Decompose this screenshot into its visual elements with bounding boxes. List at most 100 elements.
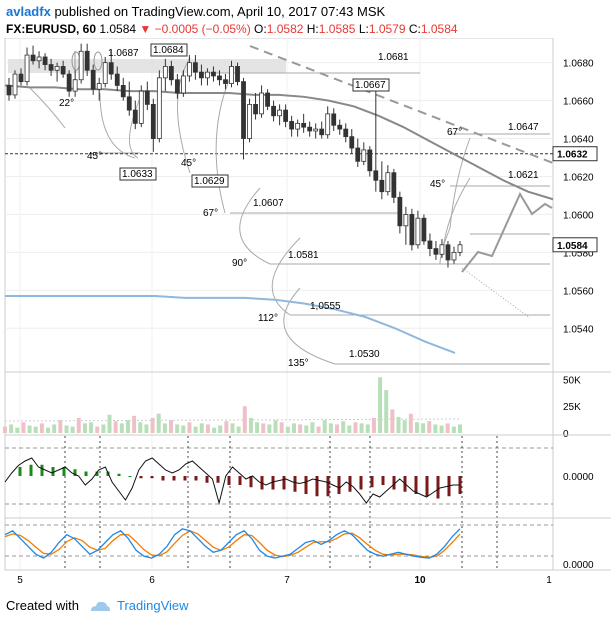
- time-tick-label: 10: [414, 575, 426, 586]
- volume-bar: [218, 425, 223, 433]
- close-label: C:: [408, 22, 421, 36]
- candle-body: [361, 149, 367, 162]
- candle-body: [307, 126, 313, 132]
- volume-bar: [347, 425, 352, 433]
- candle-body: [120, 85, 126, 98]
- candle-body: [168, 66, 174, 81]
- gann-arc: [177, 57, 191, 174]
- projection-path: [461, 191, 553, 273]
- candle: [439, 239, 445, 259]
- price-tick-label: 1.0560: [563, 286, 594, 297]
- volume-bar: [169, 420, 174, 433]
- volume-bar: [39, 423, 44, 433]
- macd-histogram-bar: [249, 476, 253, 488]
- candle: [331, 108, 337, 131]
- candle: [174, 74, 180, 99]
- annotation-label: 1.0633: [122, 169, 153, 180]
- candle: [186, 55, 192, 82]
- volume-bar: [335, 424, 340, 433]
- macd-histogram-bar: [29, 464, 33, 476]
- candle-body: [24, 54, 30, 83]
- price-tick-label: 1.0580: [563, 248, 594, 259]
- volume-bar: [378, 377, 383, 433]
- volume-bar: [138, 422, 143, 433]
- time-tick-label: 6: [149, 575, 155, 586]
- volume-bar: [58, 420, 63, 433]
- volume-bar: [445, 423, 450, 433]
- candle-body: [12, 73, 18, 96]
- candle: [180, 70, 186, 97]
- gann-arcs: [29, 57, 471, 365]
- candle: [108, 49, 114, 80]
- open-value: 1.0582: [266, 22, 304, 36]
- candle-body: [349, 136, 355, 149]
- gann-arc: [215, 77, 231, 214]
- annotation-box: [352, 78, 390, 92]
- angle-label: 67°: [203, 208, 218, 219]
- volume-bar: [396, 416, 401, 433]
- gann-arc: [239, 187, 271, 265]
- candle: [144, 81, 150, 111]
- candle: [24, 47, 30, 86]
- candle: [349, 129, 355, 154]
- candle-body: [90, 69, 96, 90]
- candle: [96, 77, 102, 101]
- ohlc-line: FX:EURUSD, 60 1.0584 ▼ −0.0005 (−0.05%) …: [6, 22, 458, 36]
- volume-bar: [458, 424, 462, 433]
- tradingview-link[interactable]: TradingView: [116, 598, 189, 613]
- high-label: H:: [306, 22, 319, 36]
- volume-bar: [316, 426, 321, 433]
- publish-line: avladfx published on TradingView.com, Ap…: [6, 4, 385, 19]
- candle: [355, 138, 361, 168]
- candle-body: [30, 54, 36, 62]
- candle: [283, 104, 289, 128]
- candle: [307, 121, 313, 137]
- price-chart[interactable]: 1.0687 1.0684 1.0681 1.0667 1.0647 1.0633 1.06…: [0, 38, 611, 588]
- macd-histogram-bar: [414, 476, 418, 494]
- macd-histogram-bar: [216, 476, 220, 483]
- candle-body: [126, 96, 132, 111]
- macd-histogram-bar: [227, 476, 231, 485]
- candle-body: [421, 217, 427, 242]
- angle-label: 45°: [430, 179, 445, 190]
- open-label: O:: [254, 22, 267, 36]
- candle: [54, 62, 60, 82]
- candle-body: [174, 79, 180, 94]
- candle-body: [72, 79, 78, 92]
- time-tick-label: 1: [546, 575, 552, 586]
- candle: [168, 60, 174, 86]
- angle-label: 112°: [258, 313, 278, 324]
- macd-histogram-bar: [84, 471, 88, 476]
- candle-body: [415, 217, 421, 246]
- candle: [325, 106, 331, 139]
- candle-body: [325, 113, 331, 136]
- zone-marker: [93, 51, 103, 71]
- volume-bar: [9, 424, 14, 433]
- candle: [102, 56, 108, 88]
- volume-bar: [21, 422, 26, 433]
- candle-body: [42, 56, 48, 65]
- macd-histogram-bar: [304, 476, 308, 494]
- volume-tick-label: 25K: [563, 402, 581, 413]
- volume-bar: [402, 420, 407, 433]
- author-link[interactable]: avladfx: [6, 4, 51, 19]
- candle: [235, 62, 240, 86]
- high-value: 1.0585: [318, 22, 356, 36]
- candle-body: [295, 122, 301, 130]
- volume-bar: [353, 422, 358, 433]
- candle: [120, 77, 126, 101]
- price-tick-label: 1.0640: [563, 135, 594, 146]
- candle-body: [138, 90, 144, 124]
- volume-bar: [224, 421, 229, 433]
- macd-pane: 0.0000: [4, 434, 611, 570]
- candle: [217, 70, 222, 86]
- gann-arc: [99, 92, 136, 159]
- candle: [277, 104, 283, 126]
- candle: [241, 77, 246, 160]
- candle-body: [84, 50, 90, 71]
- candle-body: [235, 66, 240, 83]
- candle-body: [48, 64, 54, 71]
- annotation-box: [150, 43, 188, 57]
- candle-body: [223, 79, 228, 84]
- macd-histogram-bar: [359, 476, 363, 490]
